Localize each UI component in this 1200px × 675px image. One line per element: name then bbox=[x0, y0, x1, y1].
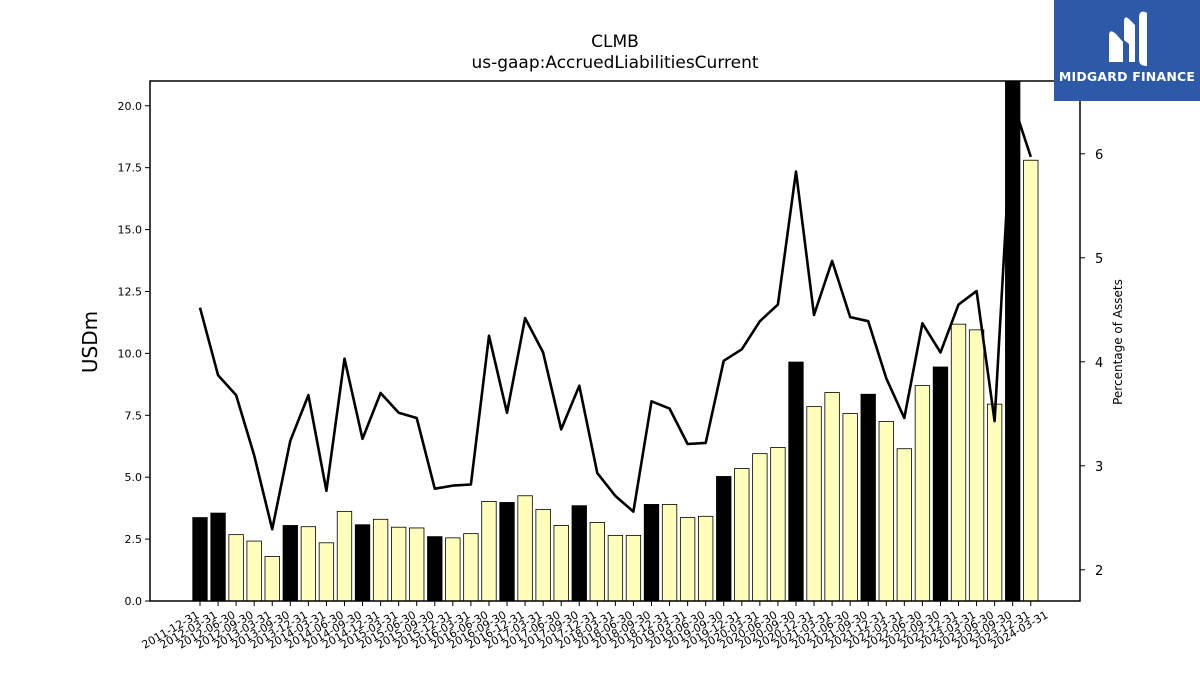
bar bbox=[571, 505, 587, 602]
bar bbox=[860, 393, 876, 602]
bar bbox=[246, 540, 262, 602]
bar bbox=[607, 534, 624, 602]
bar bbox=[517, 495, 533, 602]
bar bbox=[842, 413, 858, 602]
bar bbox=[409, 527, 425, 602]
bar bbox=[1005, 80, 1021, 602]
y-tick-label: 17.5 bbox=[118, 162, 143, 175]
bar bbox=[481, 501, 497, 602]
bar bbox=[824, 392, 840, 602]
bar bbox=[914, 385, 931, 602]
bar bbox=[427, 536, 443, 602]
bar bbox=[445, 537, 461, 602]
bar bbox=[354, 524, 371, 602]
bar bbox=[878, 421, 894, 602]
bar bbox=[752, 453, 768, 602]
midgard-finance-logo: MIDGARD FINANCE bbox=[1054, 0, 1200, 101]
bar bbox=[896, 448, 912, 602]
bar bbox=[463, 533, 479, 602]
logo-mark-icon bbox=[1109, 11, 1147, 67]
bar bbox=[950, 323, 967, 602]
y-tick-label: 12.5 bbox=[118, 285, 143, 298]
logo-text: MIDGARD FINANCE bbox=[1058, 69, 1196, 84]
right-y-axis: 2 3 4 5 6 bbox=[1080, 148, 1103, 579]
y-tick-label: 15.0 bbox=[118, 224, 143, 237]
bar bbox=[1023, 159, 1039, 602]
bar bbox=[932, 366, 949, 602]
bar bbox=[192, 517, 208, 602]
bar bbox=[282, 525, 298, 602]
bar bbox=[968, 329, 985, 602]
bar bbox=[372, 518, 389, 602]
bar bbox=[625, 534, 642, 602]
x-axis: 2011-12-312012-03-312012-06-302012-09-30… bbox=[140, 601, 1050, 652]
y-tick-label: 7.5 bbox=[125, 409, 143, 422]
bar bbox=[499, 502, 515, 602]
bar bbox=[318, 542, 335, 602]
bar bbox=[300, 526, 317, 602]
bars bbox=[192, 80, 1039, 602]
percentage-line-layer bbox=[198, 100, 1033, 531]
chart-title: CLMB bbox=[591, 32, 639, 52]
y-tick-label: 0.0 bbox=[125, 595, 143, 608]
bar bbox=[264, 556, 280, 602]
bar bbox=[553, 525, 569, 602]
bar bbox=[770, 447, 786, 602]
bar bbox=[734, 468, 750, 602]
bar bbox=[391, 526, 407, 602]
y-axis-label: USDm bbox=[78, 310, 102, 374]
y2-tick-label: 4 bbox=[1095, 356, 1103, 371]
bar bbox=[986, 403, 1003, 602]
percentage-line bbox=[198, 100, 1033, 531]
y-tick-label: 20.0 bbox=[118, 100, 143, 113]
bar bbox=[698, 515, 714, 602]
bar bbox=[806, 406, 822, 602]
y-tick-label: 10.0 bbox=[118, 347, 143, 360]
y2-tick-label: 2 bbox=[1095, 564, 1103, 579]
chart-subtitle: us-gaap:AccruedLiabilitiesCurrent bbox=[471, 53, 759, 73]
bar bbox=[210, 512, 226, 602]
left-y-axis: 0.0 2.5 5.0 7.5 10.0 12.5 15.0 17.5 20.0 bbox=[118, 100, 150, 608]
bar bbox=[535, 508, 551, 602]
bar bbox=[589, 522, 605, 602]
y2-tick-label: 6 bbox=[1095, 148, 1103, 163]
bar bbox=[643, 504, 660, 602]
bar bbox=[679, 517, 696, 602]
y-tick-label: 2.5 bbox=[125, 533, 143, 546]
plot-frame bbox=[149, 80, 1081, 602]
bar bbox=[716, 476, 732, 602]
bar bbox=[788, 361, 804, 602]
y2-axis-label: Percentage of Assets bbox=[1111, 279, 1125, 405]
y-tick-label: 5.0 bbox=[125, 471, 143, 484]
bar bbox=[661, 504, 678, 602]
bar bbox=[228, 534, 244, 602]
y2-tick-label: 5 bbox=[1095, 252, 1103, 267]
bar bbox=[336, 510, 353, 602]
y2-tick-label: 3 bbox=[1095, 460, 1103, 475]
